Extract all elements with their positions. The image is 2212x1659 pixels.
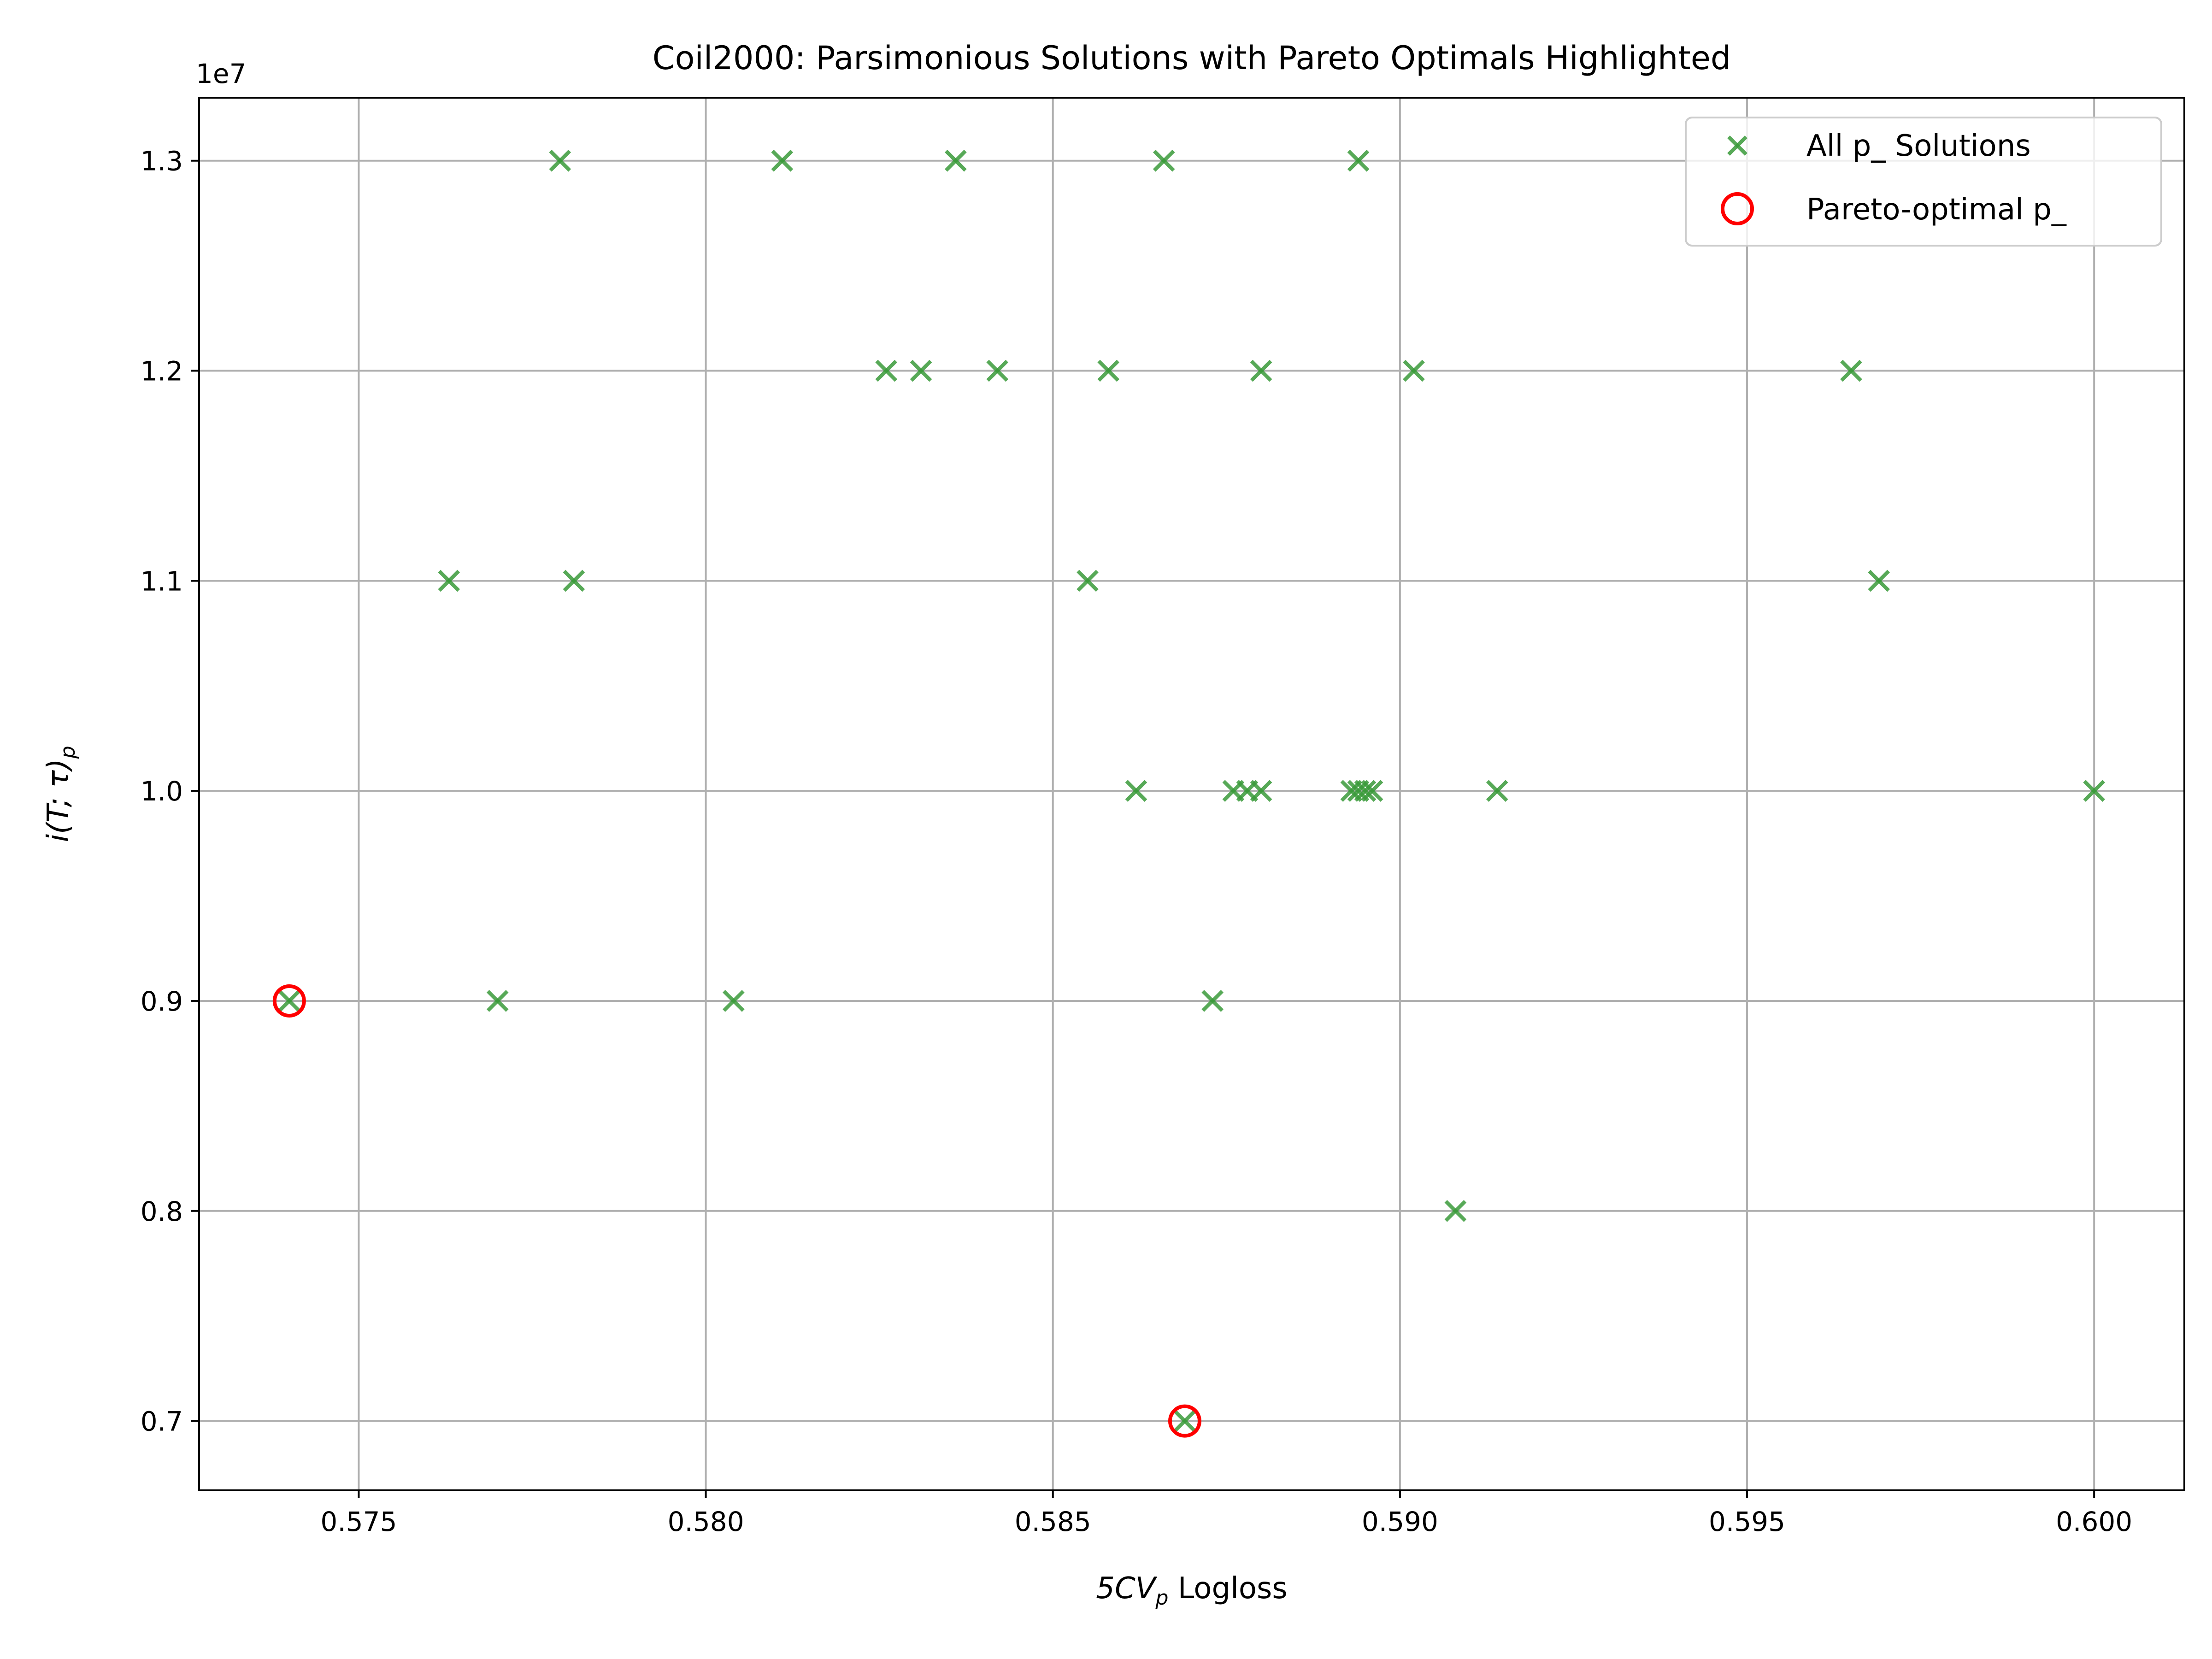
solution-point bbox=[1347, 149, 1370, 172]
solution-point bbox=[1097, 359, 1120, 382]
plot-frame bbox=[198, 97, 2185, 1491]
plot-points bbox=[272, 149, 2106, 1438]
solution-point bbox=[1444, 1200, 1467, 1222]
solution-point bbox=[875, 359, 898, 382]
solution-point bbox=[986, 359, 1009, 382]
pareto-point bbox=[272, 984, 306, 1018]
x-tick-label: 0.585 bbox=[1015, 1506, 1091, 1537]
solution-point bbox=[1403, 359, 1425, 382]
legend-marker-all-solutions bbox=[1727, 135, 1747, 156]
solution-point bbox=[1174, 1410, 1196, 1432]
x-tick-label: 0.590 bbox=[1362, 1506, 1438, 1537]
solution-point bbox=[278, 990, 300, 1012]
solution-point bbox=[1125, 780, 1147, 802]
solution-point bbox=[910, 359, 932, 382]
x-tick-label: 0.580 bbox=[668, 1506, 744, 1537]
y-tick-label: 1.3 bbox=[141, 146, 183, 177]
y-tick-label: 0.9 bbox=[141, 986, 183, 1017]
y-axis-label-main: i(T; τ) bbox=[41, 759, 76, 842]
x-axis-ticks: 0.575 0.580 0.585 0.590 0.595 0.600 bbox=[320, 1490, 2132, 1537]
solution-point bbox=[549, 149, 571, 172]
y-tick-label: 0.7 bbox=[141, 1406, 183, 1437]
solution-point bbox=[1153, 149, 1175, 172]
y-axis-ticks: 0.7 0.8 0.9 1.0 1.1 1.2 1.3 bbox=[141, 146, 199, 1437]
legend-label-pareto: Pareto-optimal p_ bbox=[1806, 193, 2067, 227]
solution-point bbox=[1201, 990, 1224, 1012]
legend-box bbox=[1685, 117, 2162, 247]
legend-marker-pareto bbox=[1721, 192, 1754, 225]
y-tick-label: 1.0 bbox=[141, 776, 183, 807]
solution-point bbox=[563, 570, 585, 592]
x-axis-label: 5CVp Logloss bbox=[1096, 1571, 1287, 1610]
solution-point bbox=[2083, 780, 2106, 802]
solution-point bbox=[438, 570, 460, 592]
x-tick-label: 0.575 bbox=[320, 1506, 397, 1537]
pareto-point bbox=[1168, 1404, 1201, 1438]
legend-label-all-solutions: All p_ Solutions bbox=[1806, 129, 2031, 163]
y-axis-offset: 1e7 bbox=[196, 58, 247, 89]
solution-point bbox=[1354, 780, 1377, 802]
solution-point bbox=[945, 149, 967, 172]
solution-point bbox=[1486, 780, 1508, 802]
x-tick-label: 0.595 bbox=[1709, 1506, 1785, 1537]
legend: All p_ Solutions Pareto-optimal p_ bbox=[1685, 117, 2162, 247]
solution-point bbox=[1250, 359, 1272, 382]
y-axis-label-sub: p bbox=[56, 746, 80, 759]
solution-point bbox=[771, 149, 794, 172]
solution-point bbox=[723, 990, 745, 1012]
solution-point bbox=[1840, 359, 1862, 382]
y-axis-label: i(T; τ)p bbox=[41, 746, 80, 842]
y-tick-label: 1.1 bbox=[141, 565, 183, 597]
solution-point bbox=[1868, 570, 1890, 592]
y-tick-label: 0.8 bbox=[141, 1196, 183, 1227]
solution-point bbox=[1077, 570, 1099, 592]
solution-point bbox=[1361, 780, 1383, 802]
x-axis-label-main: 5CV bbox=[1096, 1571, 1157, 1606]
x-tick-label: 0.600 bbox=[2056, 1506, 2132, 1537]
solution-point bbox=[486, 990, 509, 1012]
x-axis-label-suffix: Logloss bbox=[1168, 1571, 1287, 1606]
x-axis-label-sub: p bbox=[1155, 1586, 1168, 1610]
chart-title: Coil2000: Parsimonious Solutions with Pa… bbox=[653, 39, 1731, 77]
y-tick-label: 1.2 bbox=[141, 356, 183, 387]
solution-point bbox=[1250, 780, 1272, 802]
